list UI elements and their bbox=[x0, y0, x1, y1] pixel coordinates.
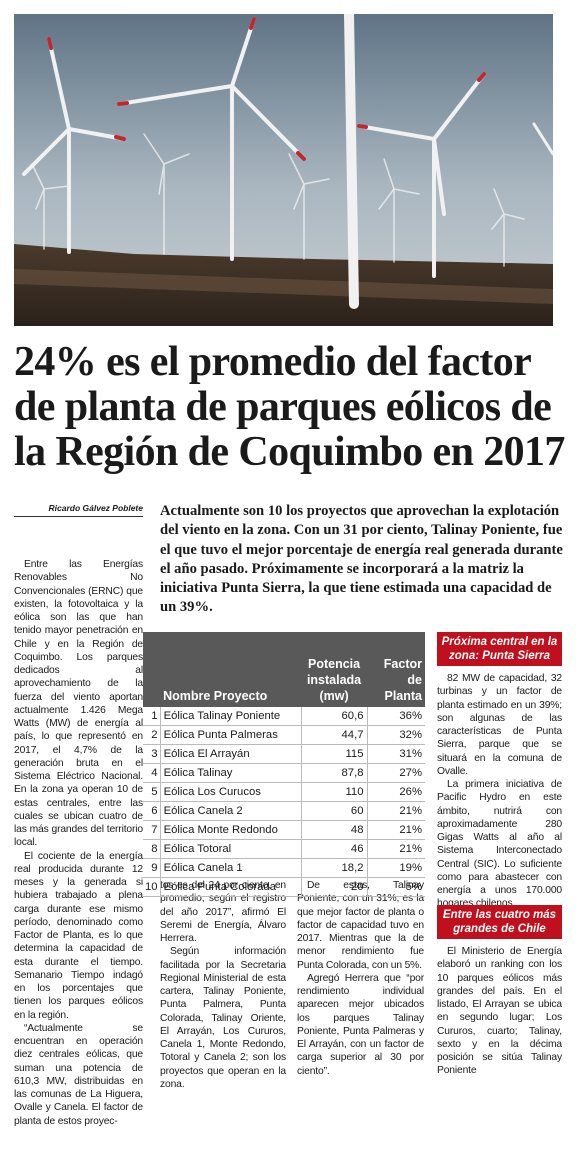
table-cell: 18,2 bbox=[300, 858, 367, 878]
table-cell: 60 bbox=[300, 801, 367, 821]
table-cell: 21% bbox=[366, 839, 425, 859]
sidebar-heading: Próxima central en la zona: Punta Sierra bbox=[437, 632, 562, 666]
table-row: 6 Eólica Canela 2 60 21% bbox=[143, 801, 425, 821]
table-cell: 21% bbox=[366, 801, 425, 821]
text-column: Entre las Energías Renovables No Convenc… bbox=[14, 558, 143, 1128]
table-cell: 5 bbox=[143, 782, 161, 802]
table-header: Nombre Proyecto Potencia instalada (mw) … bbox=[143, 632, 425, 707]
paragraph: Agregó Herrera que “por rendimiento indi… bbox=[297, 972, 424, 1077]
table-cell: 87,8 bbox=[300, 763, 367, 783]
header-cell bbox=[143, 632, 161, 707]
table-cell: 21% bbox=[366, 820, 425, 840]
table-cell: Eólica Monte Redondo bbox=[160, 820, 302, 840]
table-cell: 26% bbox=[366, 782, 425, 802]
table-cell: 1 bbox=[143, 707, 161, 726]
header-cell: Nombre Proyecto bbox=[160, 632, 302, 707]
sidebar-section: Entre las cuatro más grandes de Chile El … bbox=[437, 905, 562, 1078]
table-cell: Eólica Totoral bbox=[160, 839, 302, 859]
table-cell: Eólica Punta Palmeras bbox=[160, 725, 302, 745]
paragraph: Según información facilitada por la Secr… bbox=[160, 946, 286, 1090]
table-cell: 115 bbox=[300, 744, 367, 764]
table-cell: 48 bbox=[300, 820, 367, 840]
table-row: 8 Eólica Totoral 46 21% bbox=[143, 839, 425, 859]
table-cell: 4 bbox=[143, 763, 161, 783]
sidebar-heading: Entre las cuatro más grandes de Chile bbox=[437, 905, 562, 939]
table-row: 1 Eólica Talinay Poniente 60,6 36% bbox=[143, 707, 425, 726]
table-cell: 10 bbox=[143, 877, 161, 897]
sidebar-section: Próxima central en la zona: Punta Sierra… bbox=[437, 632, 562, 911]
table-row: 7 Eólica Monte Redondo 48 21% bbox=[143, 820, 425, 840]
table-cell: Eólica Canela 1 bbox=[160, 858, 302, 878]
table-row: 9 Eólica Canela 1 18,2 19% bbox=[143, 858, 425, 878]
table-cell: 5% bbox=[366, 877, 425, 897]
table-cell: Eólica Talinay bbox=[160, 763, 302, 783]
table-cell: 9 bbox=[143, 858, 161, 878]
table-cell: Eólica Canela 2 bbox=[160, 801, 302, 821]
table-row: 4 Eólica Talinay 87,8 27% bbox=[143, 763, 425, 783]
text-column: tos es del 24 por ciento, en promedio, s… bbox=[160, 879, 286, 1091]
paragraph: “Actualmente se encuentran en operación … bbox=[14, 1022, 143, 1127]
table-cell: 3 bbox=[143, 744, 161, 764]
paragraph: 82 MW de capacidad, 32 turbinas y un fac… bbox=[437, 673, 562, 777]
table-cell: 110 bbox=[300, 782, 367, 802]
table-row: 2 Eólica Punta Palmeras 44,7 32% bbox=[143, 725, 425, 745]
table-cell: 19% bbox=[366, 858, 425, 878]
paragraph: Entre las Energías Renovables No Convenc… bbox=[14, 559, 143, 849]
table-cell: 46 bbox=[300, 839, 367, 859]
table-cell: 31% bbox=[366, 744, 425, 764]
table-cell: Eólica El Arrayán bbox=[160, 744, 302, 764]
table-cell: 20 bbox=[300, 877, 367, 897]
table-cell: 7 bbox=[143, 820, 161, 840]
table-cell: 2 bbox=[143, 725, 161, 745]
photo bbox=[14, 14, 553, 326]
paragraph: La primera iniciativa de Pacific Hydro e… bbox=[437, 779, 562, 910]
table-cell: 27% bbox=[366, 763, 425, 783]
paragraph: El Ministerio de Energía elaboró un rank… bbox=[437, 946, 562, 1077]
table-row: 3 Eólica El Arrayán 115 31% bbox=[143, 744, 425, 764]
headline: 24% es el promedio del factor de planta … bbox=[14, 339, 565, 475]
paragraph: El cociente de la energía real producida… bbox=[14, 850, 143, 1021]
table-cell: Eólica Los Curucos bbox=[160, 782, 302, 802]
byline: Ricardo Gálvez Poblete bbox=[14, 503, 143, 517]
table-cell: 8 bbox=[143, 839, 161, 859]
data-table: Nombre Proyecto Potencia instalada (mw) … bbox=[143, 632, 425, 897]
table-row: 5 Eólica Los Curucos 110 26% bbox=[143, 782, 425, 802]
header-cell: Factor de Planta bbox=[367, 632, 425, 707]
table-row: 10 Eólica Punta Colorada 20 5% bbox=[143, 877, 425, 897]
table-cell: 36% bbox=[366, 707, 425, 726]
table-cell: 44,7 bbox=[300, 725, 367, 745]
table-cell: 32% bbox=[366, 725, 425, 745]
table-cell: Eólica Talinay Poniente bbox=[160, 707, 302, 726]
table-cell: 6 bbox=[143, 801, 161, 821]
lead: Actualmente son 10 los proyectos que apr… bbox=[160, 503, 563, 616]
table-cell: Eólica Punta Colorada bbox=[160, 877, 302, 897]
text-column: De estas, Talinay Poniente, con un 31%, … bbox=[297, 879, 424, 1078]
header-cell: Potencia instalada (mw) bbox=[301, 632, 367, 707]
table-cell: 60,6 bbox=[300, 707, 367, 726]
